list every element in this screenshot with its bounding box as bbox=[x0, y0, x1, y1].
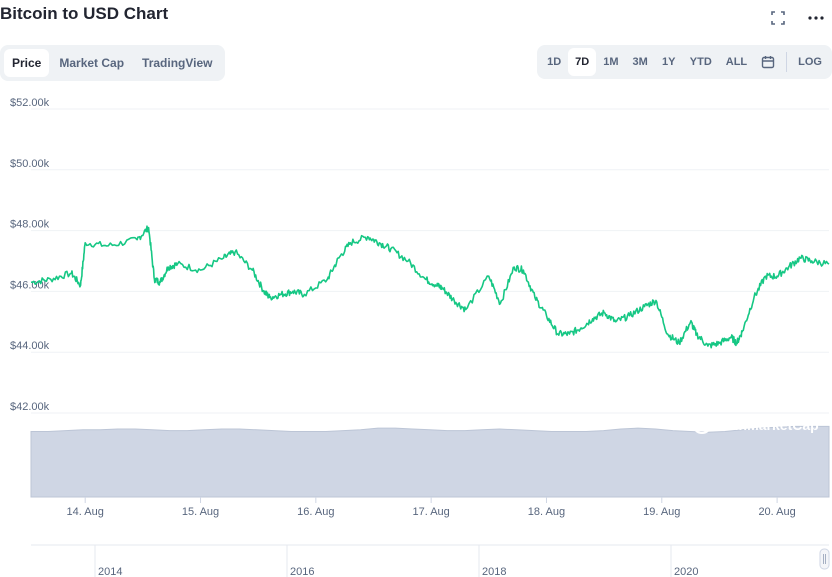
log-scale-toggle[interactable]: LOG bbox=[798, 56, 822, 68]
volume-shape bbox=[30, 425, 830, 498]
y-tick-label: $48.00k bbox=[10, 219, 50, 231]
x-tick-label: 16. Aug bbox=[297, 506, 334, 518]
range-3m[interactable]: 3M bbox=[632, 56, 648, 68]
coinmarketcap-logo-icon bbox=[692, 414, 712, 434]
chart-type-tabs: Price Market Cap TradingView bbox=[0, 45, 225, 81]
x-tick-label: 15. Aug bbox=[182, 506, 219, 518]
price-series-line bbox=[30, 225, 830, 349]
x-tick-label: 20. Aug bbox=[758, 506, 795, 518]
y-axis-labels: $52.00k $50.00k $48.00k $46.00k $44.00k $42.0… bbox=[10, 97, 50, 413]
range-1d[interactable]: 1D bbox=[547, 56, 562, 68]
expand-icon[interactable] bbox=[768, 8, 788, 28]
x-tick-label: 19. Aug bbox=[643, 506, 680, 518]
page-title: Bitcoin to USD Chart bbox=[0, 4, 169, 23]
grid-lines bbox=[31, 108, 829, 414]
x-axis-labels: 14. Aug 15. Aug 16. Aug 17. Aug 18. Aug 19. A… bbox=[67, 497, 796, 518]
navigator-year-label: 2014 bbox=[98, 566, 122, 577]
tab-tradingview[interactable]: TradingView bbox=[142, 56, 213, 70]
y-tick-label: $52.00k bbox=[10, 97, 50, 109]
time-range-selector: 1D 7D 1M 3M 1Y YTD ALL LOG bbox=[537, 45, 832, 79]
range-ytd[interactable]: YTD bbox=[689, 56, 712, 68]
navigator-year-label: 2020 bbox=[674, 566, 698, 577]
calendar-icon[interactable] bbox=[754, 48, 782, 76]
range-1y[interactable]: 1Y bbox=[662, 56, 676, 68]
watermark-text: CoinMarketCap bbox=[716, 417, 819, 433]
range-1m[interactable]: 1M bbox=[603, 56, 619, 68]
header-actions bbox=[768, 8, 826, 28]
time-navigator: 2014 2016 2018 2020 bbox=[31, 544, 830, 577]
price-line bbox=[30, 225, 830, 349]
y-tick-label: $50.00k bbox=[10, 158, 50, 170]
price-chart: $52.00k $50.00k $48.00k $46.00k $44.00k $42.0… bbox=[10, 97, 830, 577]
volume-area bbox=[30, 425, 830, 498]
range-7d[interactable]: 7D bbox=[568, 48, 597, 76]
range-divider bbox=[786, 52, 788, 72]
x-tick-label: 18. Aug bbox=[528, 506, 565, 518]
tab-price[interactable]: Price bbox=[4, 49, 50, 77]
watermark: CoinMarketCap bbox=[692, 414, 819, 434]
navigator-year-label: 2018 bbox=[482, 566, 506, 577]
more-icon[interactable] bbox=[806, 8, 826, 28]
y-tick-label: $44.00k bbox=[10, 340, 50, 352]
navigator-handle[interactable] bbox=[819, 548, 830, 570]
y-tick-label: $46.00k bbox=[10, 279, 50, 291]
x-tick-label: 17. Aug bbox=[412, 506, 449, 518]
x-tick-label: 14. Aug bbox=[67, 506, 104, 518]
tab-market-cap[interactable]: Market Cap bbox=[59, 56, 125, 70]
navigator-year-label: 2016 bbox=[290, 566, 314, 577]
y-tick-label: $42.00k bbox=[10, 401, 50, 413]
range-all[interactable]: ALL bbox=[725, 56, 748, 68]
